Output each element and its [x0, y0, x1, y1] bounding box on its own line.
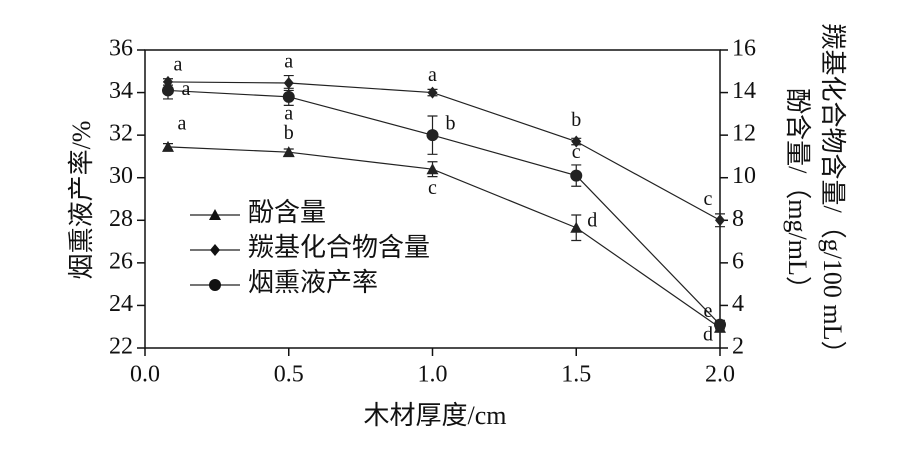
- marker: [714, 318, 726, 331]
- legend-marker: [209, 209, 221, 220]
- significance-label: d: [587, 209, 597, 231]
- y2-tick-label: 10: [732, 163, 756, 189]
- marker: [283, 76, 294, 89]
- y2-tick-label: 8: [732, 206, 744, 232]
- y-tick-label: 34: [109, 78, 133, 104]
- y2-tick-label: 16: [732, 36, 756, 62]
- significance-label: a: [178, 112, 187, 134]
- y2-tick-label: 14: [732, 78, 756, 104]
- marker: [570, 169, 583, 182]
- y-tick-label: 28: [109, 206, 133, 232]
- legend-label: 羰基化合物含量: [248, 233, 430, 262]
- marker: [426, 163, 439, 175]
- y-tick-label: 32: [109, 121, 133, 147]
- legend-label: 烟熏液产率: [248, 268, 378, 297]
- significance-label: a: [428, 64, 437, 86]
- y-tick-label: 24: [109, 291, 133, 317]
- marker: [427, 86, 438, 99]
- y2-tick-label: 4: [732, 291, 744, 317]
- significance-label: d: [703, 323, 713, 345]
- y2-axis-label: 酚含量/（mg/mL）: [783, 88, 812, 302]
- marker: [570, 221, 583, 233]
- x-tick-label: 0.0: [130, 362, 160, 388]
- marker: [426, 129, 439, 142]
- x-tick-label: 2.0: [705, 362, 735, 388]
- x-tick-label: 1.5: [561, 362, 591, 388]
- significance-label: a: [284, 102, 293, 124]
- significance-label: c: [572, 141, 581, 163]
- significance-label: c: [428, 177, 437, 199]
- significance-label: c: [704, 188, 713, 210]
- significance-label: a: [174, 54, 183, 76]
- y2-tick-label: 12: [732, 121, 756, 147]
- y2-axis-label: 羰基化合物含量/（g/100 mL）: [818, 23, 847, 366]
- legend-label: 酚含量: [248, 198, 326, 227]
- y2-tick-label: 2: [732, 334, 744, 360]
- significance-label: a: [182, 78, 191, 100]
- significance-label: a: [284, 51, 293, 73]
- marker: [282, 90, 295, 103]
- significance-label: b: [446, 113, 456, 135]
- legend-marker: [210, 244, 220, 256]
- marker: [571, 135, 582, 148]
- y2-tick-label: 6: [732, 248, 744, 274]
- marker: [715, 214, 725, 227]
- x-axis-label: 木材厚度/cm: [364, 401, 507, 430]
- x-tick-label: 1.0: [418, 362, 448, 388]
- y-tick-label: 22: [109, 334, 133, 360]
- legend-marker: [209, 279, 221, 291]
- marker: [162, 84, 174, 97]
- marker: [282, 146, 295, 158]
- marker: [162, 140, 174, 152]
- y-tick-label: 26: [109, 248, 133, 274]
- significance-label: b: [571, 109, 581, 131]
- y-tick-label: 30: [109, 163, 133, 189]
- significance-label: e: [704, 300, 713, 322]
- significance-label: b: [284, 122, 294, 144]
- y-axis-label: 烟熏液产率/%: [67, 121, 96, 280]
- y-tick-label: 36: [109, 36, 133, 62]
- x-tick-label: 0.5: [274, 362, 304, 388]
